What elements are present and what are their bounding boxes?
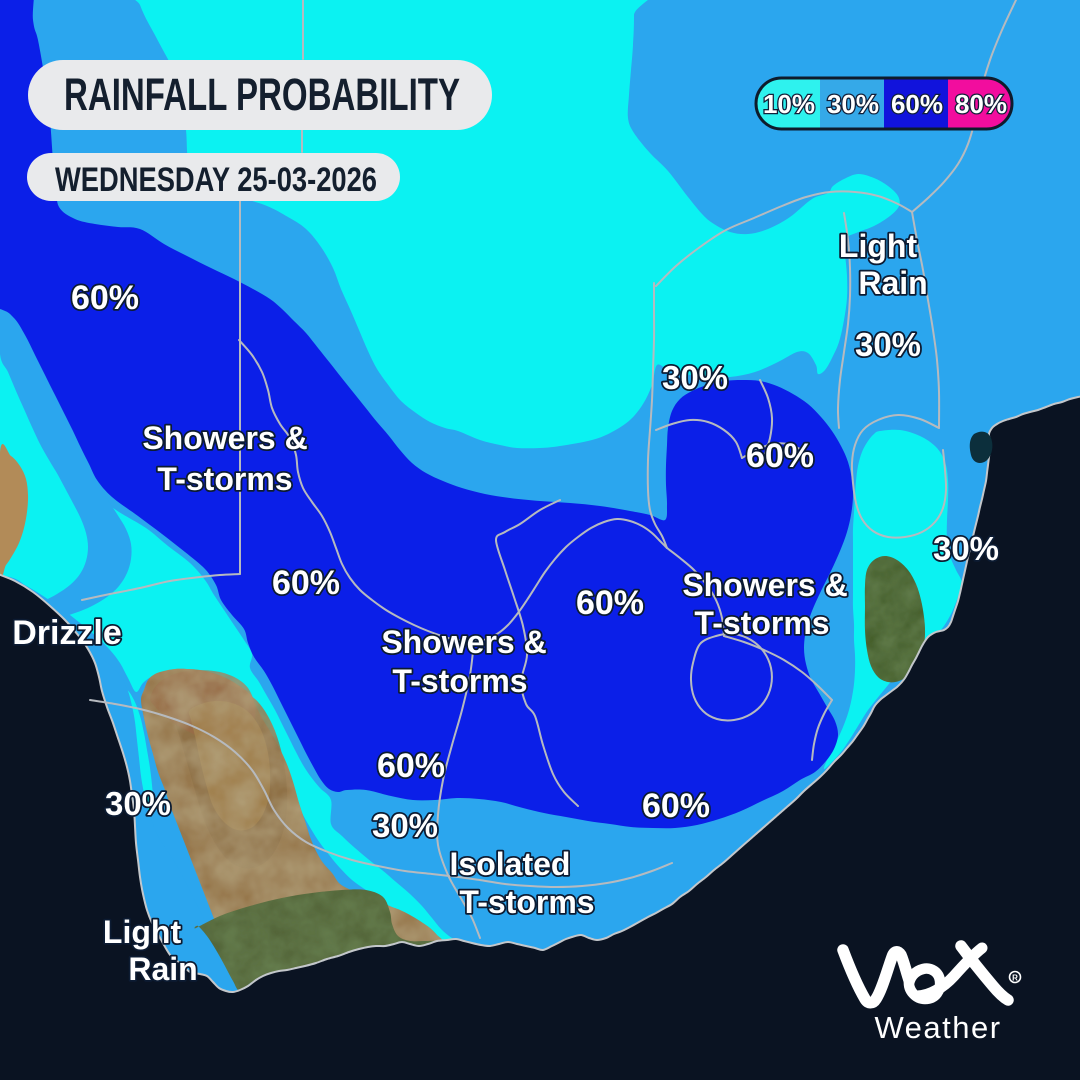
svg-text:60%: 60% (71, 279, 139, 317)
svg-text:60%: 60% (642, 787, 710, 825)
svg-text:30%: 30% (933, 530, 999, 567)
svg-text:T-storms: T-storms (459, 884, 594, 920)
svg-text:T-storms: T-storms (694, 605, 829, 641)
svg-text:Isolated: Isolated (450, 846, 571, 882)
svg-text:RAINFALL PROBABILITY: RAINFALL PROBABILITY (64, 69, 460, 120)
svg-text:Rain: Rain (858, 265, 927, 301)
svg-text:R: R (1012, 974, 1018, 983)
svg-text:30%: 30% (827, 89, 879, 119)
svg-text:60%: 60% (891, 89, 943, 119)
svg-text:Showers &: Showers & (142, 420, 307, 456)
svg-text:Rain: Rain (128, 951, 197, 987)
svg-text:Showers &: Showers & (682, 567, 847, 603)
svg-text:30%: 30% (372, 807, 438, 844)
svg-text:60%: 60% (746, 437, 814, 475)
svg-text:T-storms: T-storms (157, 461, 292, 497)
svg-text:80%: 80% (955, 89, 1007, 119)
svg-text:10%: 10% (763, 89, 815, 119)
svg-text:60%: 60% (377, 747, 445, 785)
svg-text:30%: 30% (105, 785, 171, 822)
svg-text:60%: 60% (576, 584, 644, 622)
svg-text:WEDNESDAY 25-03-2026: WEDNESDAY 25-03-2026 (55, 161, 377, 199)
svg-text:30%: 30% (662, 359, 728, 396)
svg-text:30%: 30% (855, 326, 921, 363)
svg-text:Drizzle: Drizzle (12, 614, 122, 652)
svg-text:Weather: Weather (874, 1010, 1001, 1045)
svg-text:Light: Light (103, 914, 182, 950)
svg-text:60%: 60% (272, 564, 340, 602)
svg-text:T-storms: T-storms (392, 663, 527, 699)
svg-text:Showers &: Showers & (381, 624, 546, 660)
svg-text:Light: Light (839, 228, 918, 264)
